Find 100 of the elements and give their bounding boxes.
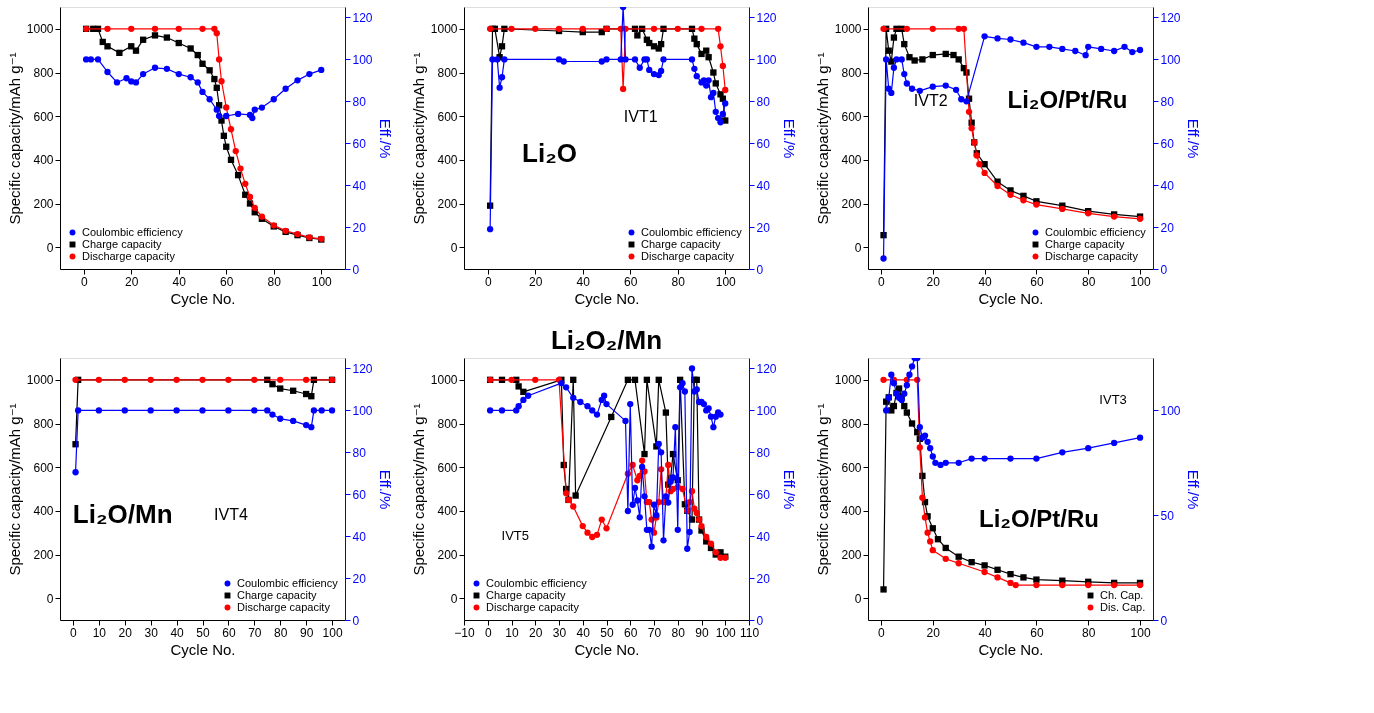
y-axis-title: Specific capacity/mAh g⁻¹ xyxy=(5,52,23,225)
y2-axis-title: Eff./% xyxy=(376,469,394,510)
y2-axis-title: Eff./% xyxy=(780,469,798,510)
y2-tick-label: 20 xyxy=(756,571,771,586)
annotation: Li₂O/Pt/Ru xyxy=(1007,86,1128,114)
x-tick-label: 0 xyxy=(70,625,78,640)
y2-tick-label: 60 xyxy=(756,487,771,502)
legend-label: Discharge capacity xyxy=(237,600,331,613)
annotation: IVT5 xyxy=(501,528,530,544)
y-tick-label: 600 xyxy=(437,460,458,475)
y-tick-label: 1000 xyxy=(26,22,54,37)
y-axis-title: Specific capacity/mAh g⁻¹ xyxy=(409,52,427,225)
x-tick-label: 60 xyxy=(1030,274,1044,289)
y2-axis-title: Eff./% xyxy=(376,118,394,159)
y2-tick-label: 120 xyxy=(1160,10,1181,25)
y-tick-label: 800 xyxy=(33,66,54,80)
x-tick-label: 60 xyxy=(222,625,236,640)
y2-tick-label: 80 xyxy=(352,94,367,109)
y-tick-label: 400 xyxy=(33,504,54,519)
y2-tick-label: 20 xyxy=(352,571,367,586)
y-tick-label: 400 xyxy=(437,153,458,168)
x-tick-label: 40 xyxy=(576,274,591,289)
y-axis-title: Specific capacity/mAh g⁻¹ xyxy=(409,403,427,576)
x-tick-label: 0 xyxy=(80,274,88,289)
legend-label: Coulombic efficiency xyxy=(237,576,339,589)
x-axis-title: Cycle No. xyxy=(170,640,236,658)
y-tick-label: 800 xyxy=(841,417,862,431)
legend-label: Charge capacity xyxy=(486,588,566,601)
y2-tick-label: 50 xyxy=(1160,508,1175,523)
y2-tick-label: 0 xyxy=(756,262,764,277)
legend-label: Coulombic efficiency xyxy=(486,576,588,589)
y-tick-label: 800 xyxy=(437,417,458,431)
x-axis-title: Cycle No. xyxy=(978,289,1044,307)
y2-tick-label: 60 xyxy=(1160,136,1175,151)
x-tick-label: 100 xyxy=(322,625,343,640)
y-tick-label: 800 xyxy=(437,66,458,80)
y-tick-label: 400 xyxy=(33,153,54,168)
x-tick-label: 100 xyxy=(1130,625,1151,640)
x-tick-label: 30 xyxy=(144,625,159,640)
x-tick-label: 40 xyxy=(170,625,185,640)
x-tick-label: 40 xyxy=(978,625,993,640)
x-tick-label: 20 xyxy=(125,274,139,289)
legend-label: Charge capacity xyxy=(237,588,317,601)
y2-tick-label: 120 xyxy=(756,361,777,376)
legend-label: Coulombic efficiency xyxy=(1045,225,1147,238)
x-tick-label: 100 xyxy=(715,274,737,289)
x-tick-label: 40 xyxy=(172,274,187,289)
y-tick-label: 600 xyxy=(33,460,54,475)
x-tick-label: 10 xyxy=(92,625,107,640)
y2-tick-label: 40 xyxy=(1160,178,1175,193)
y-tick-label: 0 xyxy=(450,240,458,255)
x-tick-label: 80 xyxy=(671,625,686,640)
annotation: IVT1 xyxy=(623,108,658,126)
x-tick-label: 80 xyxy=(671,274,686,289)
legend-label: Discharge capacity xyxy=(486,600,580,613)
y-tick-label: 200 xyxy=(33,197,54,211)
x-tick-label: 0 xyxy=(484,274,492,289)
y-axis-title: Specific capacity/mAh g⁻¹ xyxy=(813,403,831,576)
y-tick-label: 600 xyxy=(841,109,862,124)
y2-tick-label: 20 xyxy=(756,220,771,235)
x-tick-label: 20 xyxy=(926,625,941,640)
x-tick-label: 90 xyxy=(695,625,709,640)
x-tick-label: 60 xyxy=(624,274,638,289)
y2-tick-label: 40 xyxy=(756,178,771,193)
x-tick-label: 20 xyxy=(529,625,543,640)
y2-tick-label: 0 xyxy=(352,613,360,628)
y2-tick-label: 40 xyxy=(352,178,367,193)
x-tick-label: 20 xyxy=(118,625,133,640)
y-tick-label: 200 xyxy=(841,197,862,211)
legend-label: Discharge capacity xyxy=(1045,249,1139,262)
legend-label: Charge capacity xyxy=(1045,237,1125,250)
y-tick-label: 0 xyxy=(46,591,54,606)
y2-tick-label: 120 xyxy=(352,361,373,376)
x-axis-title: Cycle No. xyxy=(574,289,640,307)
x-tick-label: 100 xyxy=(715,625,737,640)
y-tick-label: 0 xyxy=(46,240,54,255)
y2-axis-title: Eff./% xyxy=(1184,469,1202,510)
annotation: IVT2 xyxy=(913,92,948,110)
y2-tick-label: 80 xyxy=(756,94,771,109)
y2-axis-title: Eff./% xyxy=(1184,118,1202,159)
x-tick-label: 40 xyxy=(576,625,591,640)
x-tick-label: 20 xyxy=(529,274,543,289)
y-tick-label: 0 xyxy=(450,591,458,606)
x-tick-label: 80 xyxy=(274,625,288,640)
x-axis-title: Cycle No. xyxy=(170,289,236,307)
x-tick-label: 50 xyxy=(196,625,210,640)
x-tick-label: 80 xyxy=(1082,274,1096,289)
x-tick-label: 30 xyxy=(552,625,567,640)
y2-tick-label: 40 xyxy=(352,529,367,544)
annotation: IVT3 xyxy=(1099,391,1127,407)
y-tick-label: 400 xyxy=(841,153,862,168)
x-tick-label: 100 xyxy=(1130,274,1151,289)
y-tick-label: 200 xyxy=(437,548,458,562)
y2-tick-label: 100 xyxy=(756,52,777,67)
y-tick-label: 400 xyxy=(437,504,458,519)
y-tick-label: 1000 xyxy=(834,22,862,37)
x-tick-label: 0 xyxy=(878,274,886,289)
y2-tick-label: 80 xyxy=(352,445,367,460)
x-tick-label: −10 xyxy=(454,625,475,640)
y2-tick-label: 60 xyxy=(756,136,771,151)
